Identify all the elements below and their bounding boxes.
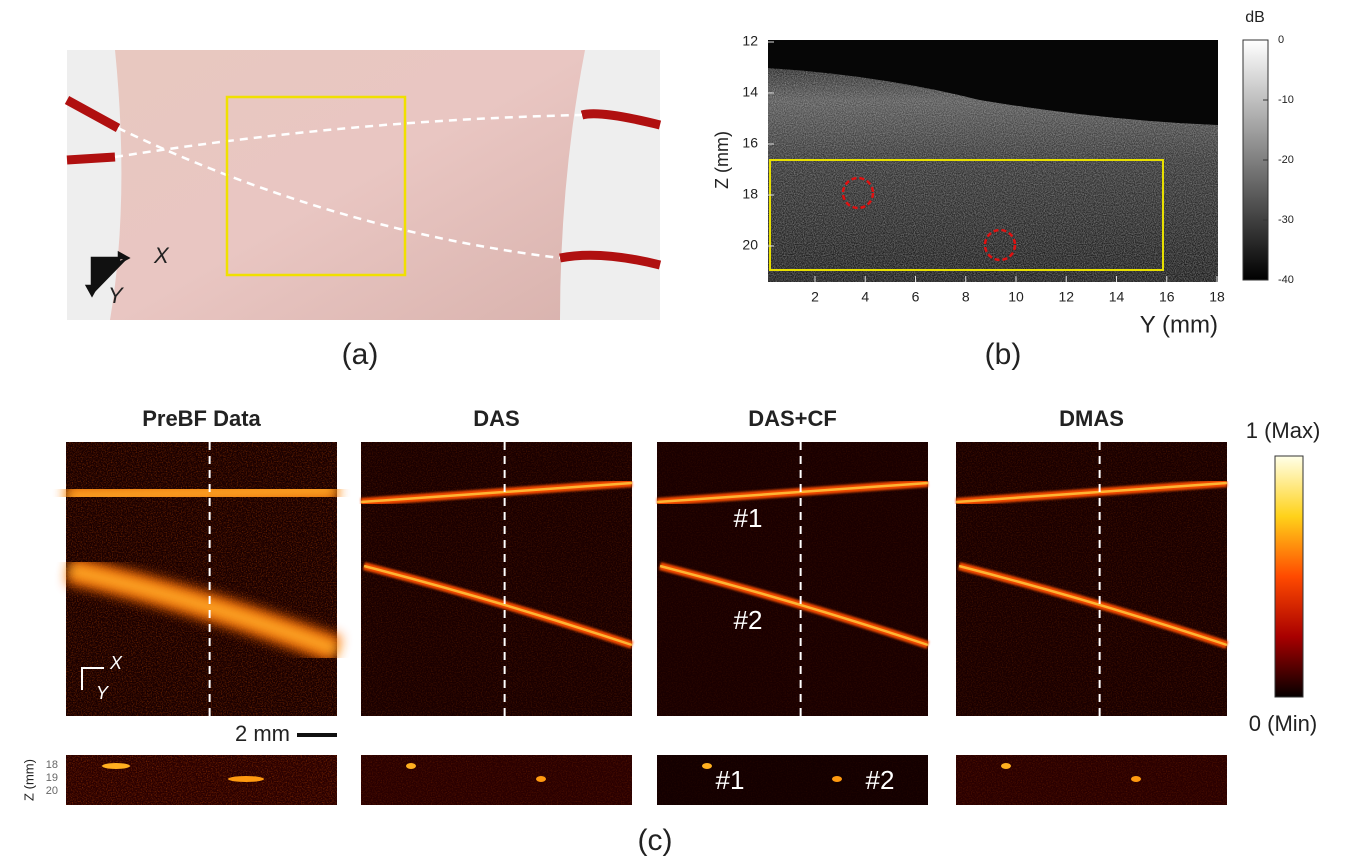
colorbar-tick-label: -30 [1278, 214, 1294, 226]
colorbar-label: 1 (Max) [1246, 418, 1321, 443]
x-tick-label: 12 [1058, 289, 1074, 305]
axis-label: X [109, 653, 123, 673]
image-panel [361, 442, 632, 805]
caption: (a) [342, 338, 379, 371]
caption: (c) [638, 824, 673, 857]
vessel-label: #2 [866, 765, 895, 795]
image-panel [66, 442, 337, 805]
panel-title: PreBF Data [142, 406, 261, 431]
spot [832, 776, 842, 782]
panel-title: DAS [473, 406, 519, 431]
x-tick-label: 16 [1159, 289, 1175, 305]
ultrasound-image [768, 40, 1268, 282]
y-tick-label: 20 [742, 237, 758, 253]
figure: X Y (a) Z (mm) Y (mm) dB (b) 1 (Max) 0 (… [0, 0, 1347, 867]
y-tick-label: 16 [742, 135, 758, 151]
vessel-label: #1 [734, 503, 763, 533]
spot [406, 763, 416, 769]
spot [1001, 763, 1011, 769]
vessel-label: #1 [716, 765, 745, 795]
panel-title: DAS+CF [748, 406, 837, 431]
x-tick-label: 18 [1209, 289, 1225, 305]
x-tick-label: 4 [861, 289, 869, 305]
x-tick-label: 10 [1008, 289, 1024, 305]
image-panel [956, 442, 1227, 805]
x-tick-label: 2 [811, 289, 819, 305]
colorbar-tick-label: -10 [1278, 94, 1294, 106]
axis-title: Y (mm) [1140, 311, 1218, 338]
strip-noise [361, 755, 632, 805]
axis-label: Y [96, 683, 110, 703]
scale-bar-label: 2 mm [235, 721, 290, 746]
caption: (b) [985, 338, 1022, 371]
spot [702, 763, 712, 769]
y-tick-label: 12 [742, 33, 758, 49]
axis-title: Z (mm) [21, 759, 36, 801]
colorbar-tick-label: 0 [1278, 34, 1284, 46]
vessel-core [66, 490, 337, 496]
y-tick-label: 14 [742, 84, 758, 100]
spot [1131, 776, 1141, 782]
colorbar [1275, 456, 1303, 697]
colorbar-title: dB [1245, 9, 1265, 26]
spot [228, 776, 264, 782]
strip-noise [956, 755, 1227, 805]
vessel-label: #2 [734, 605, 763, 635]
spot [536, 776, 546, 782]
x-tick-label: 6 [912, 289, 920, 305]
axis-title: Z (mm) [712, 131, 732, 189]
colorbar-label: 0 (Min) [1249, 711, 1317, 736]
y-tick-label: 18 [742, 186, 758, 202]
y-tick-label: 20 [46, 785, 58, 797]
photo [67, 50, 660, 320]
x-tick-label: 14 [1109, 289, 1125, 305]
image-panel [657, 442, 928, 805]
spot [102, 763, 130, 769]
strip-noise [66, 755, 337, 805]
panel-title: DMAS [1059, 406, 1124, 431]
y-tick-label: 19 [46, 772, 58, 784]
y-tick-label: 18 [46, 759, 58, 771]
axis-label: Y [108, 283, 124, 308]
x-tick-label: 8 [962, 289, 970, 305]
colorbar-tick-label: -20 [1278, 154, 1294, 166]
colorbar-tick-label: -40 [1278, 274, 1294, 286]
axis-label: X [153, 243, 170, 268]
